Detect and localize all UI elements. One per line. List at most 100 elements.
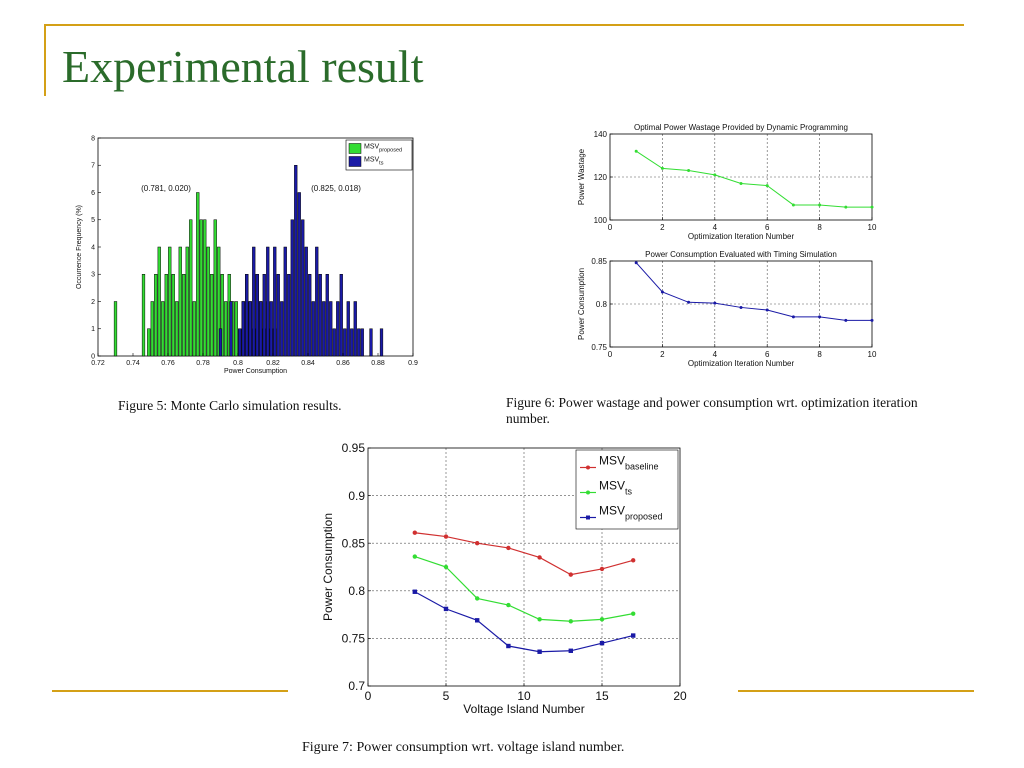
data-point (660, 166, 664, 170)
data-point (660, 290, 664, 294)
histogram-bar (241, 301, 245, 357)
data-point (537, 649, 542, 654)
data-point (739, 181, 743, 185)
legend-label-subscript: proposed (379, 148, 402, 154)
y-tick-label: 0.85 (591, 257, 607, 266)
histogram-bar (276, 274, 280, 357)
bottom-accent-line-left (52, 690, 288, 692)
x-axis-label: Optimization Iteration Number (688, 359, 795, 368)
y-tick-label: 0.75 (342, 632, 366, 646)
data-point (599, 640, 605, 646)
x-tick-label: 5 (443, 689, 450, 703)
x-tick-label: 10 (868, 223, 877, 232)
x-tick-label: 0.8 (233, 360, 243, 367)
legend-marker (586, 490, 590, 495)
histogram-bar (238, 328, 242, 357)
x-tick-label: 15 (595, 689, 609, 703)
histogram-bar (161, 301, 165, 357)
data-point (765, 308, 769, 312)
y-axis-label: Power Consumption (321, 513, 335, 621)
data-point (412, 589, 417, 594)
y-tick-label: 0.95 (342, 441, 366, 455)
x-tick-label: 2 (660, 223, 665, 232)
data-point (599, 617, 605, 622)
x-tick-label: 0.9 (408, 360, 418, 367)
y-axis-label: Power Wastage (577, 148, 586, 205)
x-tick-label: 0.86 (336, 360, 350, 367)
x-tick-label: 0.74 (126, 360, 140, 367)
figure-7-chart: 0 5 10 15 20 0.7 0.75 0.8 0.85 0.9 0.95 Voltage Isl… (321, 441, 687, 716)
histogram-bar (245, 274, 249, 357)
histogram-bar (210, 274, 214, 357)
histogram-bar (318, 274, 322, 357)
x-tick-label: 2 (660, 350, 665, 359)
histogram-bar (287, 274, 291, 357)
x-tick-label: 0 (365, 689, 372, 703)
data-point (475, 618, 480, 623)
legend-label-subscript: ts (379, 161, 384, 167)
x-tick-label: 0.82 (266, 360, 280, 367)
plot-frame (97, 137, 414, 357)
histogram-bar (266, 246, 270, 357)
x-tick-label: 0.84 (301, 360, 315, 367)
histogram-bar (147, 328, 151, 357)
histogram-bar (141, 274, 146, 357)
data-point (631, 611, 636, 616)
y-tick-label: 2 (91, 299, 95, 306)
legend-label: MSVproposed (364, 144, 402, 154)
histogram-bar (248, 301, 252, 357)
histogram-bar (325, 274, 329, 357)
histogram-bar (224, 301, 228, 357)
histogram-bar (269, 301, 273, 357)
series-line (635, 262, 872, 321)
chart-title: Optimal Power Wastage Provided by Dynami… (634, 123, 848, 132)
histogram-bar (220, 274, 224, 357)
x-tick-label: 6 (765, 223, 770, 232)
y-tick-label: 4 (91, 244, 95, 251)
figure-5-caption: Figure 5: Monte Carlo simulation results… (118, 398, 342, 413)
histogram-bar (229, 301, 233, 357)
slide-title: Experimental result (62, 41, 424, 92)
histogram-bar (206, 246, 210, 357)
x-tick-label: 8 (817, 223, 822, 232)
data-point (537, 555, 542, 560)
histogram-bar (301, 219, 305, 357)
y-tick-label: 100 (594, 216, 608, 225)
data-point (631, 633, 636, 638)
series-line (414, 555, 634, 622)
data-point (765, 184, 769, 188)
x-tick-label: 0.88 (371, 360, 385, 367)
series-line (635, 150, 872, 208)
y-tick-label: 3 (91, 272, 95, 279)
data-point (713, 173, 717, 177)
x-tick-label: 0.76 (161, 360, 175, 367)
data-point (443, 606, 449, 612)
histogram-bar (262, 274, 266, 357)
histogram-bar (273, 246, 277, 357)
x-tick-label: 0.72 (91, 360, 105, 367)
legend-label-subscript: baseline (625, 461, 659, 471)
histogram-bar (336, 301, 340, 357)
annotation-left: (0.781, 0.020) (141, 184, 191, 193)
x-tick-label: 10 (517, 689, 531, 703)
x-tick-label: 4 (713, 350, 718, 359)
histogram-bar (311, 301, 315, 357)
y-tick-label: 7 (91, 163, 95, 170)
data-point (568, 619, 573, 624)
data-point (506, 545, 511, 551)
histogram-bar (280, 301, 284, 357)
data-point (537, 617, 542, 622)
data-point (634, 261, 638, 265)
histogram-bar (213, 219, 217, 357)
histogram-bar (157, 246, 161, 357)
histogram-bar (294, 165, 298, 357)
data-point (687, 300, 691, 304)
figure-5-histogram: 0.72 0.74 0.76 0.78 0.8 0.82 0.84 0.86 0.88 0.9 0 1… (76, 135, 418, 375)
x-tick-label: 8 (817, 350, 822, 359)
x-axis-label: Optimization Iteration Number (688, 232, 795, 241)
data-point (687, 169, 691, 173)
histogram-bar (171, 274, 175, 357)
plot-frame (609, 133, 873, 221)
histogram-bar (353, 301, 357, 357)
histogram-bar (252, 246, 256, 357)
